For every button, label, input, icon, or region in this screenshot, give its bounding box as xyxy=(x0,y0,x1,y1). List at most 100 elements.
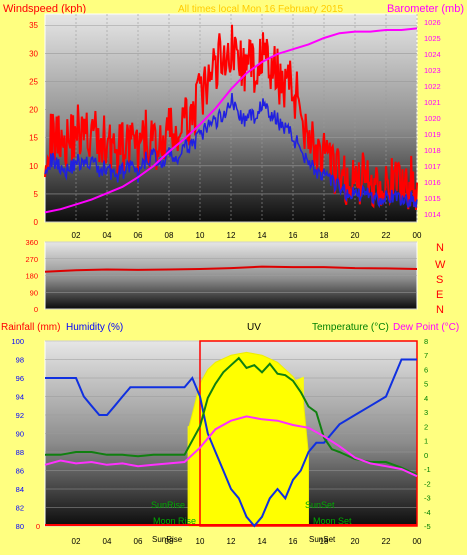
humidity-y-tick: 92 xyxy=(16,411,24,420)
wind-x-tick: 00 xyxy=(413,231,422,240)
humidity-y-tick: 96 xyxy=(16,374,24,383)
temp-x-tick: 22 xyxy=(382,537,391,546)
temp-x-tick: 20 xyxy=(351,537,360,546)
humidity-axis-title: Humidity (%) xyxy=(66,322,123,333)
wind-x-tick: 14 xyxy=(258,231,267,240)
wind-x-tick: 02 xyxy=(72,231,81,240)
barometer-y-tick: 1015 xyxy=(424,194,441,203)
direction-y-tick: 270 xyxy=(25,255,38,264)
temperature-y-tick: 0 xyxy=(424,451,428,460)
wind-y-tick: 5 xyxy=(34,190,39,199)
compass-n-bottom: N xyxy=(436,304,444,316)
uv-series xyxy=(188,351,309,527)
barometer-axis-title: Barometer (mb) xyxy=(387,3,464,15)
wind-x-tick: 08 xyxy=(165,231,174,240)
compass-w: W xyxy=(435,259,446,271)
barometer-series xyxy=(44,27,418,214)
barometer-y-tick: 1021 xyxy=(424,98,441,107)
wind-y-tick: 30 xyxy=(29,49,38,58)
wind-x-tick: 06 xyxy=(134,231,143,240)
wind-y-tick: 10 xyxy=(29,162,38,171)
humidity-y-tick: 90 xyxy=(16,430,24,439)
humidity-y-tick: 80 xyxy=(16,522,24,531)
temperature-y-tick: 4 xyxy=(424,394,428,403)
barometer-y-tick: 1022 xyxy=(424,82,441,91)
temp-x-tick: 04 xyxy=(103,537,112,546)
humidity-y-tick: 98 xyxy=(16,356,24,365)
temp-x-tick: 16 xyxy=(289,537,298,546)
wind-x-tick: 18 xyxy=(320,231,329,240)
temperature-y-tick: -5 xyxy=(424,522,431,531)
temperature-y-tick: 1 xyxy=(424,437,428,446)
direction-y-tick: 0 xyxy=(34,305,38,314)
barometer-y-tick: 1016 xyxy=(424,178,441,187)
humidity-y-tick: 82 xyxy=(16,504,24,513)
wind-average-series xyxy=(44,93,418,209)
sunrise-axis-label: SunRise xyxy=(152,535,183,544)
humidity-y-tick: 86 xyxy=(16,467,24,476)
compass-e: E xyxy=(436,289,443,301)
uv-axis-title: UV xyxy=(247,322,261,333)
temp-x-tick: 06 xyxy=(134,537,143,546)
wind-x-tick: 04 xyxy=(103,231,112,240)
moonrise-label: Moon Rise xyxy=(153,516,196,526)
temp-x-tick: 18 xyxy=(320,537,329,546)
windspeed-axis-title: Windspeed (kph) xyxy=(3,3,86,15)
wind-x-tick: 20 xyxy=(351,231,360,240)
temp-x-tick: 14 xyxy=(258,537,267,546)
temperature-y-tick: 3 xyxy=(424,408,428,417)
barometer-y-tick: 1018 xyxy=(424,146,441,155)
temperature-y-tick: 2 xyxy=(424,422,428,431)
wind-direction-series xyxy=(44,265,418,273)
wind-x-tick: 16 xyxy=(289,231,298,240)
barometer-y-tick: 1019 xyxy=(424,130,441,139)
temp-x-tick: 08 xyxy=(165,537,174,546)
rainfall-axis-title: Rainfall (mm) xyxy=(1,322,60,333)
wind-x-tick: 10 xyxy=(196,231,205,240)
wind-x-tick: 12 xyxy=(227,231,236,240)
temperature-y-tick: 8 xyxy=(424,337,428,346)
compass-n-top: N xyxy=(436,242,444,254)
compass-s: S xyxy=(436,274,443,286)
sunrise-label: SunRise xyxy=(151,500,185,510)
temperature-y-tick: 7 xyxy=(424,351,428,360)
humidity-y-tick: 100 xyxy=(11,337,24,346)
temperature-y-tick: -3 xyxy=(424,494,431,503)
temperature-y-tick: -4 xyxy=(424,508,431,517)
humidity-y-tick: 94 xyxy=(16,393,24,402)
dew-point-axis-title: Dew Point (°C) xyxy=(393,322,459,333)
wind-y-tick: 25 xyxy=(29,77,38,86)
wind-y-tick: 20 xyxy=(29,106,38,115)
temperature-y-tick: 5 xyxy=(424,380,428,389)
direction-y-tick: 90 xyxy=(30,288,38,297)
temperature-y-tick: 6 xyxy=(424,365,428,374)
barometer-y-tick: 1017 xyxy=(424,162,441,171)
humidity-y-tick: 84 xyxy=(16,485,24,494)
barometer-y-tick: 1023 xyxy=(424,66,441,75)
barometer-y-tick: 1026 xyxy=(424,18,441,27)
temp-x-tick: 10 xyxy=(196,537,205,546)
humidity-y-tick: 88 xyxy=(16,448,24,457)
barometer-y-tick: 1014 xyxy=(424,210,441,219)
dew-point-series xyxy=(44,415,418,478)
wind-y-tick: 0 xyxy=(34,218,39,227)
rainfall-y-tick: 0 xyxy=(36,522,40,531)
temperature-series xyxy=(45,356,418,476)
wind-y-tick: 35 xyxy=(29,21,38,30)
direction-y-tick: 360 xyxy=(25,238,38,247)
temp-x-tick: 00 xyxy=(413,537,422,546)
wind-gust-series xyxy=(44,24,418,210)
temp-x-tick: 12 xyxy=(227,537,236,546)
date-title: All times local Mon 16 February 2015 xyxy=(178,4,344,15)
sunset-axis-label: SunSet xyxy=(309,535,336,544)
humidity-series xyxy=(45,358,417,528)
temperature-y-tick: -2 xyxy=(424,479,431,488)
barometer-y-tick: 1024 xyxy=(424,50,441,59)
moonset-label: Moon Set xyxy=(313,516,352,526)
direction-y-tick: 180 xyxy=(25,272,38,281)
wind-x-tick: 22 xyxy=(382,231,391,240)
temperature-y-tick: -1 xyxy=(424,465,431,474)
barometer-y-tick: 1025 xyxy=(424,34,441,43)
temperature-axis-title: Temperature (°C) xyxy=(312,322,389,333)
